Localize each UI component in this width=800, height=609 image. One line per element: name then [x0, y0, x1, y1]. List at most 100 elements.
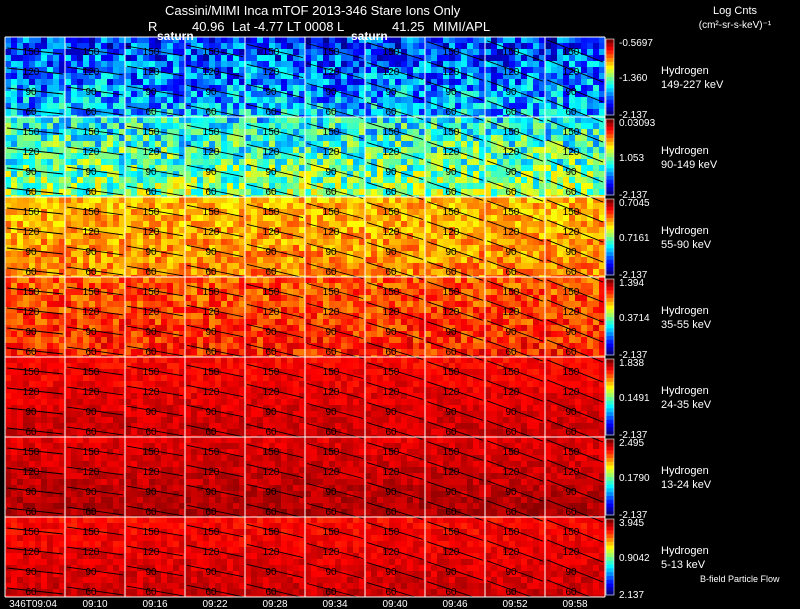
- heatmap-cell: [491, 123, 497, 129]
- heatmap-cell: [35, 183, 41, 189]
- heatmap-cell: [41, 117, 47, 123]
- heatmap-cell: [551, 49, 557, 55]
- heatmap-cell: [473, 43, 479, 49]
- heatmap-cell: [575, 91, 581, 97]
- heatmap-cell: [479, 61, 485, 67]
- heatmap-cell: [257, 165, 263, 171]
- heatmap-cell: [101, 159, 107, 165]
- heatmap-cell: [95, 115, 101, 117]
- heatmap-cell: [551, 203, 557, 209]
- heatmap-cell: [149, 227, 155, 233]
- heatmap-cell: [245, 197, 251, 203]
- heatmap-cell: [491, 85, 497, 91]
- heatmap-cell: [587, 233, 593, 239]
- heatmap-cell: [125, 227, 131, 233]
- heatmap-cell: [485, 37, 491, 43]
- heatmap-cell: [95, 147, 101, 153]
- heatmap-cell: [95, 239, 101, 245]
- heatmap-cell: [401, 61, 407, 67]
- heatmap-cell: [281, 197, 287, 203]
- heatmap-cell: [233, 129, 239, 135]
- heatmap-cell: [131, 195, 137, 197]
- heatmap-cell: [275, 73, 281, 79]
- heatmap-cell: [209, 325, 215, 331]
- heatmap-cell: [191, 343, 197, 349]
- heatmap-cell: [443, 153, 449, 159]
- heatmap-cell: [515, 85, 521, 91]
- heatmap-cell: [89, 103, 95, 109]
- heatmap-cell: [173, 153, 179, 159]
- heatmap-cell: [455, 171, 461, 177]
- heatmap-cell: [497, 275, 503, 277]
- heatmap-cell: [239, 135, 245, 141]
- heatmap-cell: [563, 227, 569, 233]
- heatmap-cell: [263, 289, 269, 295]
- heatmap-cell: [383, 215, 389, 221]
- heatmap-cell: [197, 195, 203, 197]
- heatmap-cell: [59, 319, 65, 325]
- heatmap-cell: [563, 189, 569, 195]
- heatmap-cell: [287, 289, 293, 295]
- heatmap-cell: [341, 263, 347, 269]
- heatmap-cell: [131, 221, 137, 227]
- heatmap-cell: [401, 215, 407, 221]
- heatmap-cell: [101, 73, 107, 79]
- heatmap-cell: [311, 215, 317, 221]
- heatmap-cell: [311, 159, 317, 165]
- heatmap-cell: [347, 117, 353, 123]
- heatmap-cell: [35, 251, 41, 257]
- heatmap-cell: [5, 171, 11, 177]
- heatmap-cell: [113, 165, 119, 171]
- heatmap-cell: [311, 123, 317, 129]
- heatmap-cell: [287, 283, 293, 289]
- heatmap-cell: [11, 183, 17, 189]
- heatmap-cell: [587, 49, 593, 55]
- heatmap-cell: [101, 117, 107, 123]
- heatmap-cell: [479, 49, 485, 55]
- heatmap-cell: [137, 195, 143, 197]
- heatmap-cell: [413, 55, 419, 61]
- heatmap-cell: [125, 209, 131, 215]
- heatmap-cell: [497, 91, 503, 97]
- heatmap-cell: [341, 117, 347, 123]
- heatmap-cell: [173, 55, 179, 61]
- heatmap-cell: [203, 165, 209, 171]
- heatmap-cell: [293, 295, 299, 301]
- heatmap-cell: [245, 233, 251, 239]
- heatmap-cell: [545, 79, 551, 85]
- heatmap-cell: [545, 183, 551, 189]
- heatmap-cell: [239, 227, 245, 233]
- heatmap-cell: [233, 171, 239, 177]
- heatmap-cell: [173, 183, 179, 189]
- heatmap-cell: [35, 97, 41, 103]
- heatmap-cell: [365, 141, 371, 147]
- heatmap-cell: [137, 49, 143, 55]
- heatmap-cell: [233, 109, 239, 115]
- heatmap-cell: [575, 195, 581, 197]
- heatmap-cell: [419, 215, 425, 221]
- heatmap-cell: [509, 73, 515, 79]
- heatmap-cell: [155, 97, 161, 103]
- heatmap-cell: [551, 239, 557, 245]
- heatmap-cell: [149, 245, 155, 251]
- heatmap-cell: [257, 355, 263, 357]
- heatmap-cell: [335, 325, 341, 331]
- heatmap-cell: [359, 203, 365, 209]
- heatmap-cell: [557, 43, 563, 49]
- heatmap-cell: [461, 245, 467, 251]
- heatmap-cell: [323, 37, 329, 43]
- heatmap-cell: [287, 109, 293, 115]
- heatmap-cell: [503, 117, 509, 123]
- heatmap-cell: [113, 109, 119, 115]
- heatmap-cell: [299, 343, 305, 349]
- heatmap-cell: [467, 85, 473, 91]
- heatmap-cell: [347, 221, 353, 227]
- heatmap-cell: [197, 55, 203, 61]
- heatmap-cell: [425, 123, 431, 129]
- heatmap-cell: [587, 269, 593, 275]
- heatmap-cell: [347, 183, 353, 189]
- heatmap-cell: [521, 135, 527, 141]
- heatmap-cell: [71, 215, 77, 221]
- heatmap-cell: [95, 209, 101, 215]
- heatmap-cell: [299, 79, 305, 85]
